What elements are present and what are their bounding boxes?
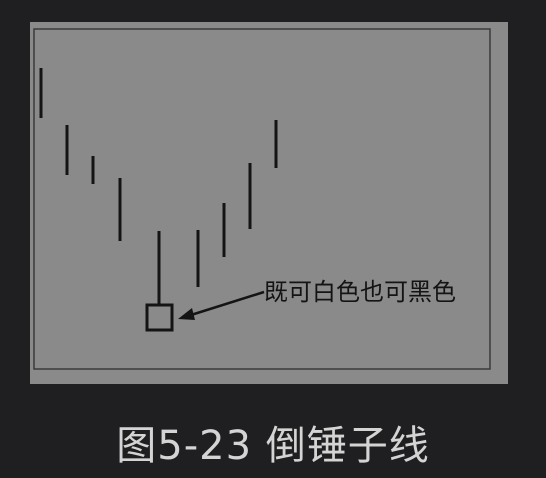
figure-panel: 既可白色也可黑色 — [30, 22, 508, 384]
diagram-frame — [33, 28, 491, 370]
annotation-arrow-head — [178, 308, 195, 320]
annotation-arrow-line — [190, 290, 265, 317]
figure-caption: 图5-23 倒锤子线 — [116, 423, 430, 469]
inverted-hammer-body — [145, 303, 174, 332]
annotation-label: 既可白色也可黑色 — [264, 278, 456, 306]
candlestick-diagram: 既可白色也可黑色 — [33, 28, 491, 370]
